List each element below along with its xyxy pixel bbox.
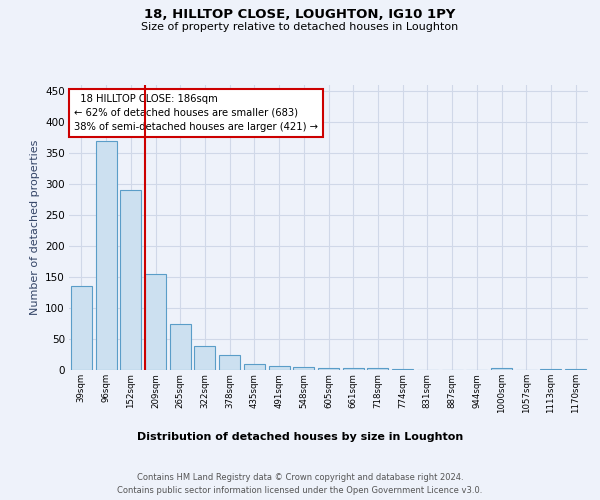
Text: 18 HILLTOP CLOSE: 186sqm
← 62% of detached houses are smaller (683)
38% of semi-: 18 HILLTOP CLOSE: 186sqm ← 62% of detach… [74, 94, 318, 132]
Bar [194, 346, 215, 370]
Text: Contains public sector information licensed under the Open Government Licence v3: Contains public sector information licen… [118, 486, 482, 495]
Bar [491, 368, 512, 370]
Bar [343, 368, 364, 370]
Bar [367, 368, 388, 370]
Bar [293, 367, 314, 370]
Text: Distribution of detached houses by size in Loughton: Distribution of detached houses by size … [137, 432, 463, 442]
Text: Contains HM Land Registry data © Crown copyright and database right 2024.: Contains HM Land Registry data © Crown c… [137, 472, 463, 482]
Bar [565, 369, 586, 370]
Bar [170, 324, 191, 370]
Text: Size of property relative to detached houses in Loughton: Size of property relative to detached ho… [142, 22, 458, 32]
Text: 18, HILLTOP CLOSE, LOUGHTON, IG10 1PY: 18, HILLTOP CLOSE, LOUGHTON, IG10 1PY [145, 8, 455, 20]
Bar [318, 368, 339, 370]
Bar [392, 369, 413, 370]
Bar [219, 354, 240, 370]
Bar [269, 366, 290, 370]
Bar [95, 141, 116, 370]
Bar [71, 286, 92, 370]
Bar [120, 190, 141, 370]
Bar [541, 369, 562, 370]
Bar [145, 274, 166, 370]
Bar [244, 364, 265, 370]
Y-axis label: Number of detached properties: Number of detached properties [29, 140, 40, 315]
